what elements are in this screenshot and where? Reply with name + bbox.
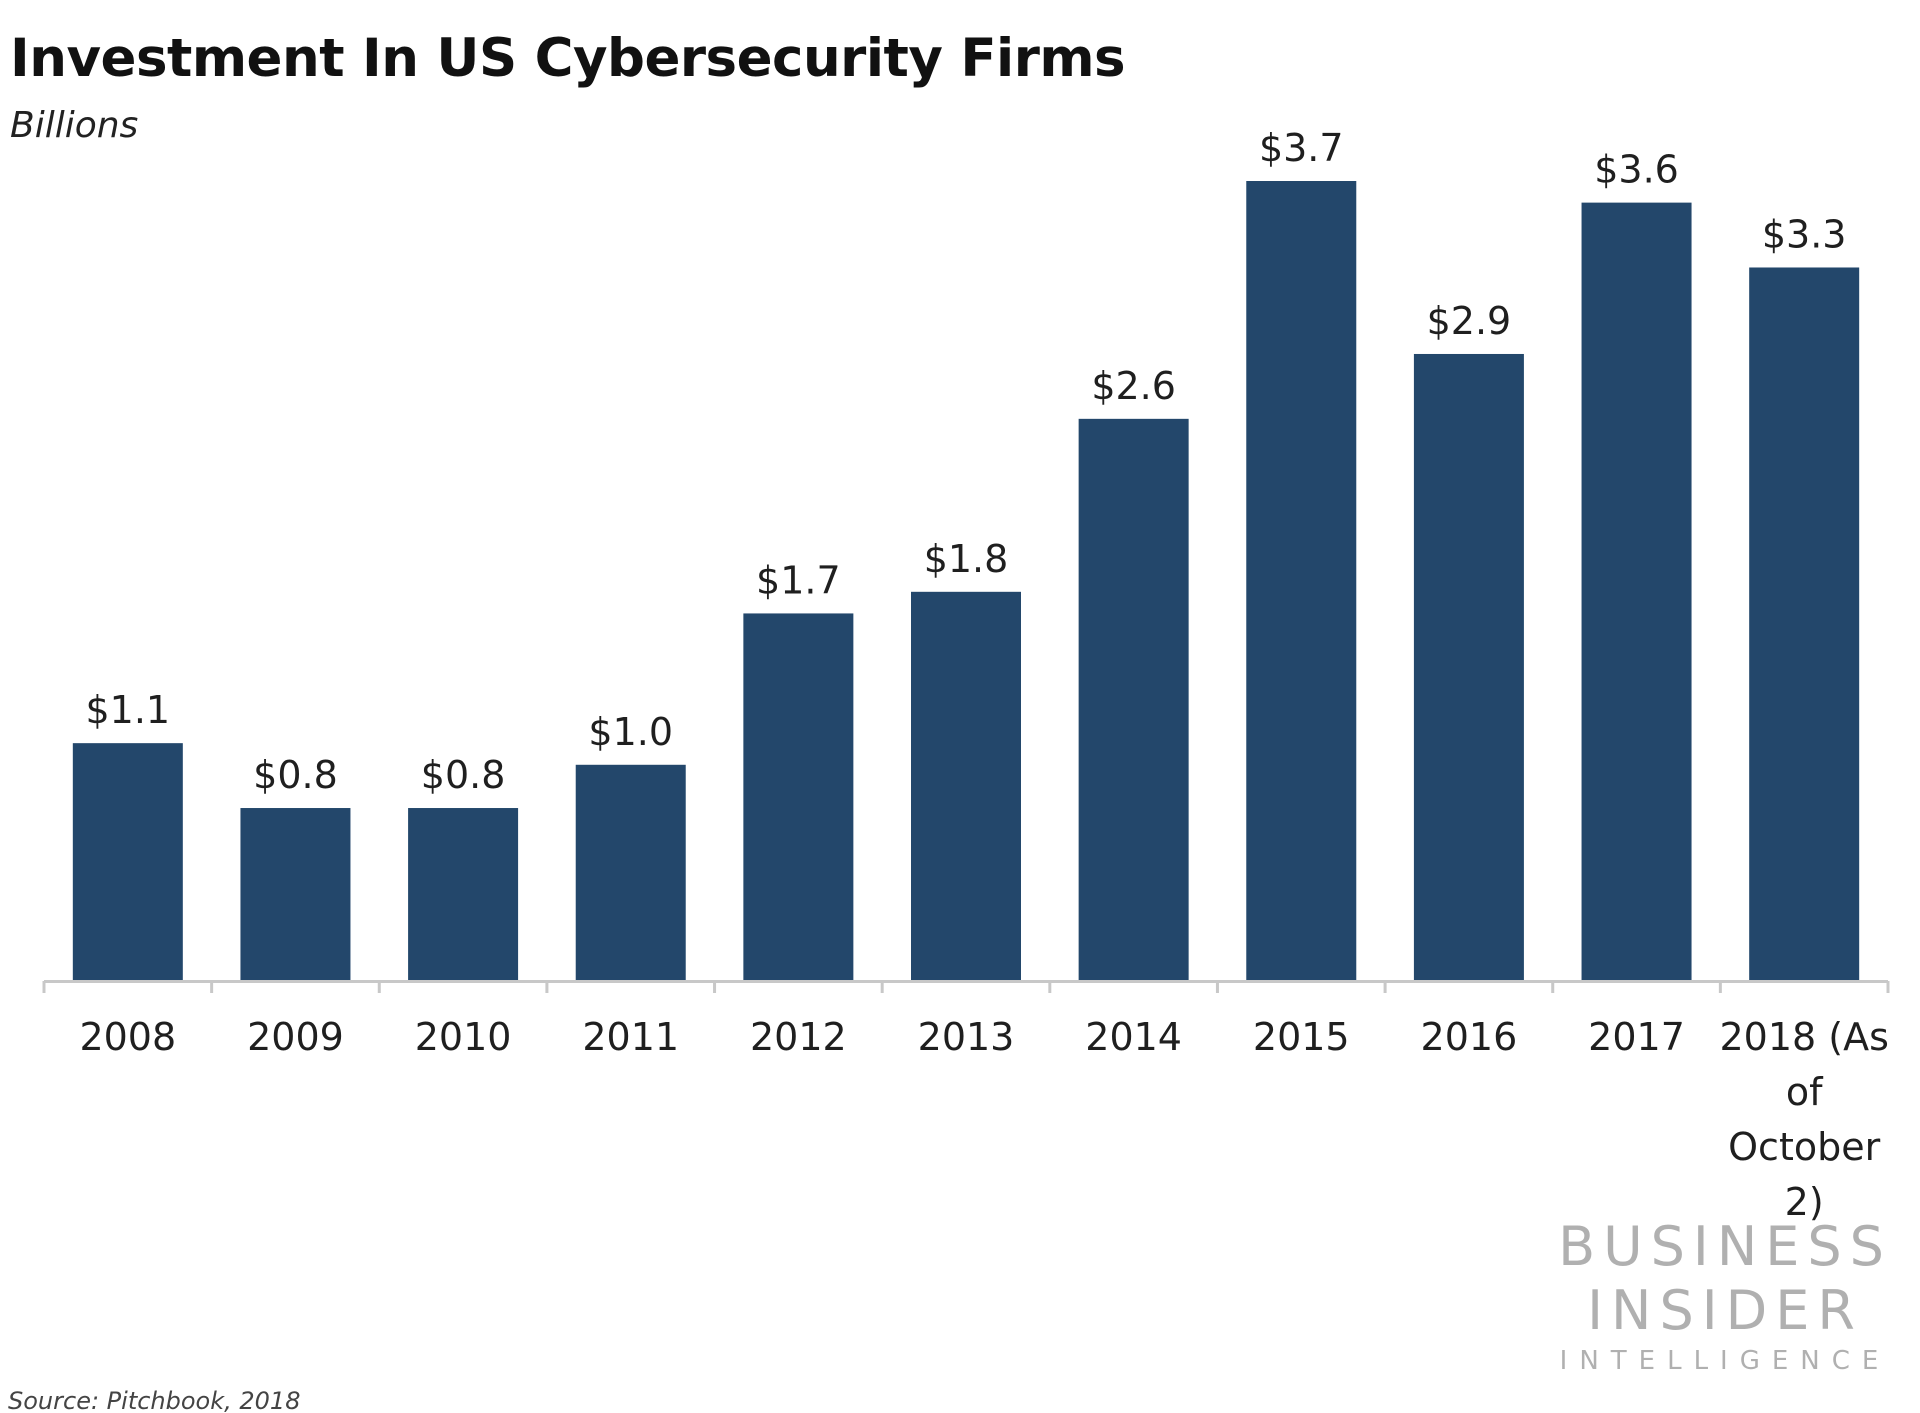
bar-2013 xyxy=(911,591,1021,981)
bar-value-label: $2.9 xyxy=(1427,299,1512,343)
bar-value-label: $3.6 xyxy=(1594,148,1679,192)
bars-group xyxy=(72,181,1860,982)
x-tick-label: 2012 xyxy=(750,1015,847,1059)
bar-2010 xyxy=(408,808,519,981)
bar-2015 xyxy=(1246,181,1357,981)
x-tick-label: 2008 xyxy=(79,1015,176,1059)
bar-2012 xyxy=(743,613,854,981)
bar-value-label: $0.8 xyxy=(421,753,506,797)
bar-2009 xyxy=(240,808,351,981)
bar-value-label: $1.7 xyxy=(756,558,841,602)
x-tick-label: 2011 xyxy=(582,1015,679,1059)
x-axis xyxy=(42,980,1890,993)
bar-value-label: $3.3 xyxy=(1762,212,1847,256)
bar-2017 xyxy=(1581,202,1692,981)
source-note: Source: Pitchbook, 2018 xyxy=(8,1387,301,1413)
x-tick-label: 2017 xyxy=(1588,1015,1685,1059)
value-labels-group: $1.1 $0.8 $0.8 $1.0 $1.7 $1.8 $2.6 $3.7 $2.9 $3.6… xyxy=(86,126,1847,797)
bar-value-label: $1.8 xyxy=(924,537,1009,581)
bar-2014 xyxy=(1078,418,1189,981)
bar-2016 xyxy=(1413,353,1524,981)
bar-2018 xyxy=(1749,267,1860,982)
bar-2008 xyxy=(72,743,183,981)
bar-value-label: $2.6 xyxy=(1091,364,1176,408)
chart-subtitle: Billions xyxy=(10,105,139,146)
bar-2011 xyxy=(575,764,686,981)
logo-line-intelligence: INTELLIGENCE xyxy=(1559,1346,1891,1376)
business-insider-logo: BUSINESS INSIDER INTELLIGENCE xyxy=(1540,1215,1910,1376)
x-tick-label: 2010 xyxy=(415,1015,512,1059)
bar-value-label: $1.0 xyxy=(588,710,673,754)
x-tick-label: 2013 xyxy=(918,1015,1015,1059)
x-tick-label: 2015 xyxy=(1253,1015,1350,1059)
chart-title: Investment In US Cybersecurity Firms xyxy=(10,28,1126,89)
x-tick-label: 2009 xyxy=(247,1015,344,1059)
x-tick-label: 2016 xyxy=(1421,1015,1518,1059)
bar-value-label: $0.8 xyxy=(253,753,338,797)
x-tick-labels-group: 2008 2009 2010 2011 2012 2013 2014 2015 2016 2017… xyxy=(79,1015,1888,1224)
x-tick-label: 2018 (As of October 2) xyxy=(1719,1015,1888,1224)
bar-value-label: $3.7 xyxy=(1259,126,1344,170)
x-tick-label: 2014 xyxy=(1085,1015,1182,1059)
logo-line-insider: INSIDER xyxy=(1587,1279,1863,1342)
logo-line-business: BUSINESS xyxy=(1558,1215,1892,1278)
bar-value-label: $1.1 xyxy=(86,688,171,732)
